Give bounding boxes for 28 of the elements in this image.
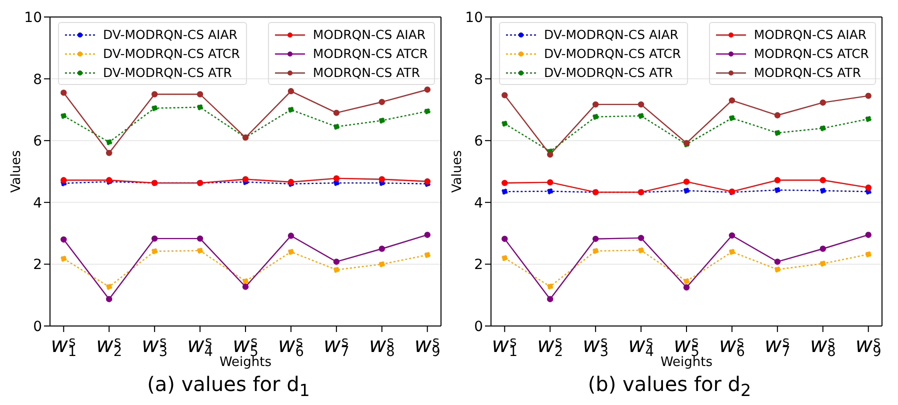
y-tick-label: 8 — [33, 72, 42, 88]
text: (b) values for d$_{2}$ — [586, 372, 752, 400]
legend-label: DV-MODRQN-CS ATCR — [544, 45, 681, 63]
text: (a) values for d$_{1}$ — [146, 372, 311, 400]
y-tick-label: 8 — [474, 72, 483, 88]
legend-label: MODRQN-CS AIAR — [312, 26, 426, 44]
legend-label: DV-MODRQN-CS ATR — [103, 64, 232, 82]
y-axis-title: Values — [9, 150, 24, 193]
legend-label: MODRQN-CS ATCR — [312, 45, 428, 63]
legend-label: MODRQN-CS ATR — [312, 64, 420, 82]
y-tick-label: 2 — [33, 257, 42, 274]
y-tick-label: 10 — [465, 10, 483, 26]
y-tick-label: 0 — [33, 318, 42, 335]
y-tick-label: 6 — [474, 134, 484, 150]
y-tick-label: 2 — [474, 257, 483, 274]
y-axis-title: Values — [450, 150, 465, 193]
y-tick-label: 6 — [33, 134, 42, 150]
legend-label: MODRQN-CS ATR — [754, 64, 861, 82]
legend-label: DV-MODRQN-CS ATR — [544, 64, 673, 82]
y-tick-label: 0 — [474, 318, 483, 335]
legend-label: DV-MODRQN-CS AIAR — [544, 26, 678, 44]
y-tick-label: 4 — [33, 195, 42, 212]
y-tick-label: 4 — [474, 195, 484, 212]
legend-label: MODRQN-CS AIAR — [754, 26, 867, 44]
legend-label: DV-MODRQN-CS AIAR — [103, 26, 238, 44]
y-tick-label: 10 — [24, 10, 42, 26]
legend-label: DV-MODRQN-CS ATCR — [103, 45, 240, 63]
legend-label: MODRQN-CS ATCR — [754, 45, 869, 63]
